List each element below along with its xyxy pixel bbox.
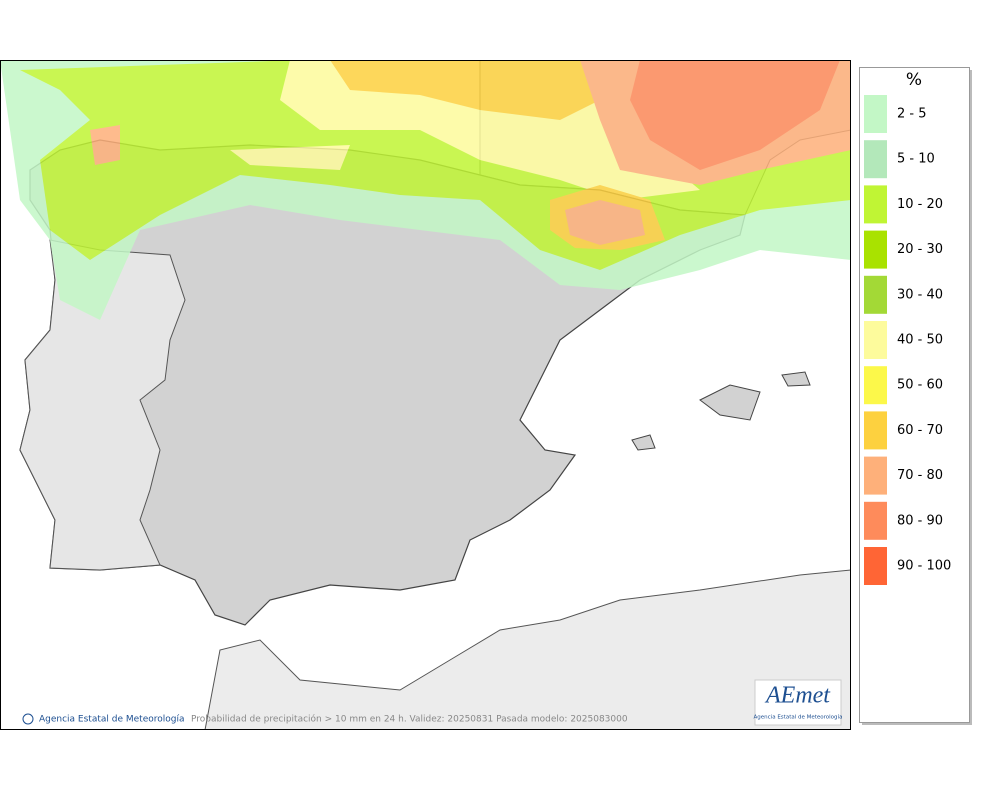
portugal [19, 239, 186, 571]
legend-swatch [864, 185, 887, 224]
legend-unit: % [906, 70, 922, 90]
menorca [781, 371, 811, 387]
legend-label: 90 - 100 [897, 559, 951, 574]
legend: 2 - 5 5 - 10 10 - 20 20 - 30 30 - 40 40 - 50 5… [864, 95, 951, 585]
logo-subtitle: Agencia Estatal de Meteorología [754, 714, 843, 721]
legend-label: 70 - 80 [897, 468, 943, 483]
legend-label: 40 - 50 [897, 333, 943, 348]
legend-label: 5 - 10 [897, 152, 935, 167]
legend-swatch [864, 411, 887, 450]
legend-swatch [864, 140, 887, 179]
ibiza [631, 434, 656, 451]
legend-label: 50 - 60 [897, 378, 943, 393]
legend-swatch [864, 501, 887, 540]
legend-label: 2 - 5 [897, 107, 927, 122]
africa [204, 569, 851, 730]
legend-label: 20 - 30 [897, 242, 943, 257]
legend-swatch [864, 275, 887, 314]
legend-label: 10 - 20 [897, 197, 943, 212]
legend-swatch [864, 456, 887, 495]
logo-name: AEmet [764, 683, 831, 709]
legend-swatch [864, 366, 887, 405]
legend-swatch [864, 95, 887, 133]
probability-field [0, 60, 851, 320]
legend-label: 60 - 70 [897, 423, 943, 438]
map-frame [0, 60, 851, 730]
legend-swatch [864, 321, 887, 359]
map: AEmet Agencia Estatal de Meteorología Ag… [0, 60, 851, 730]
legend-label: 30 - 40 [897, 287, 943, 302]
credit: Agencia Estatal de Meteorología [39, 715, 185, 725]
mallorca [699, 384, 761, 421]
logo-box [754, 679, 842, 726]
copyright-icon [22, 713, 34, 725]
legend-swatch [864, 230, 887, 269]
legend-swatch [864, 547, 887, 585]
legend-label: 80 - 90 [897, 513, 943, 528]
caption: Probabilidad de precipitación > 10 mm en… [191, 714, 628, 725]
